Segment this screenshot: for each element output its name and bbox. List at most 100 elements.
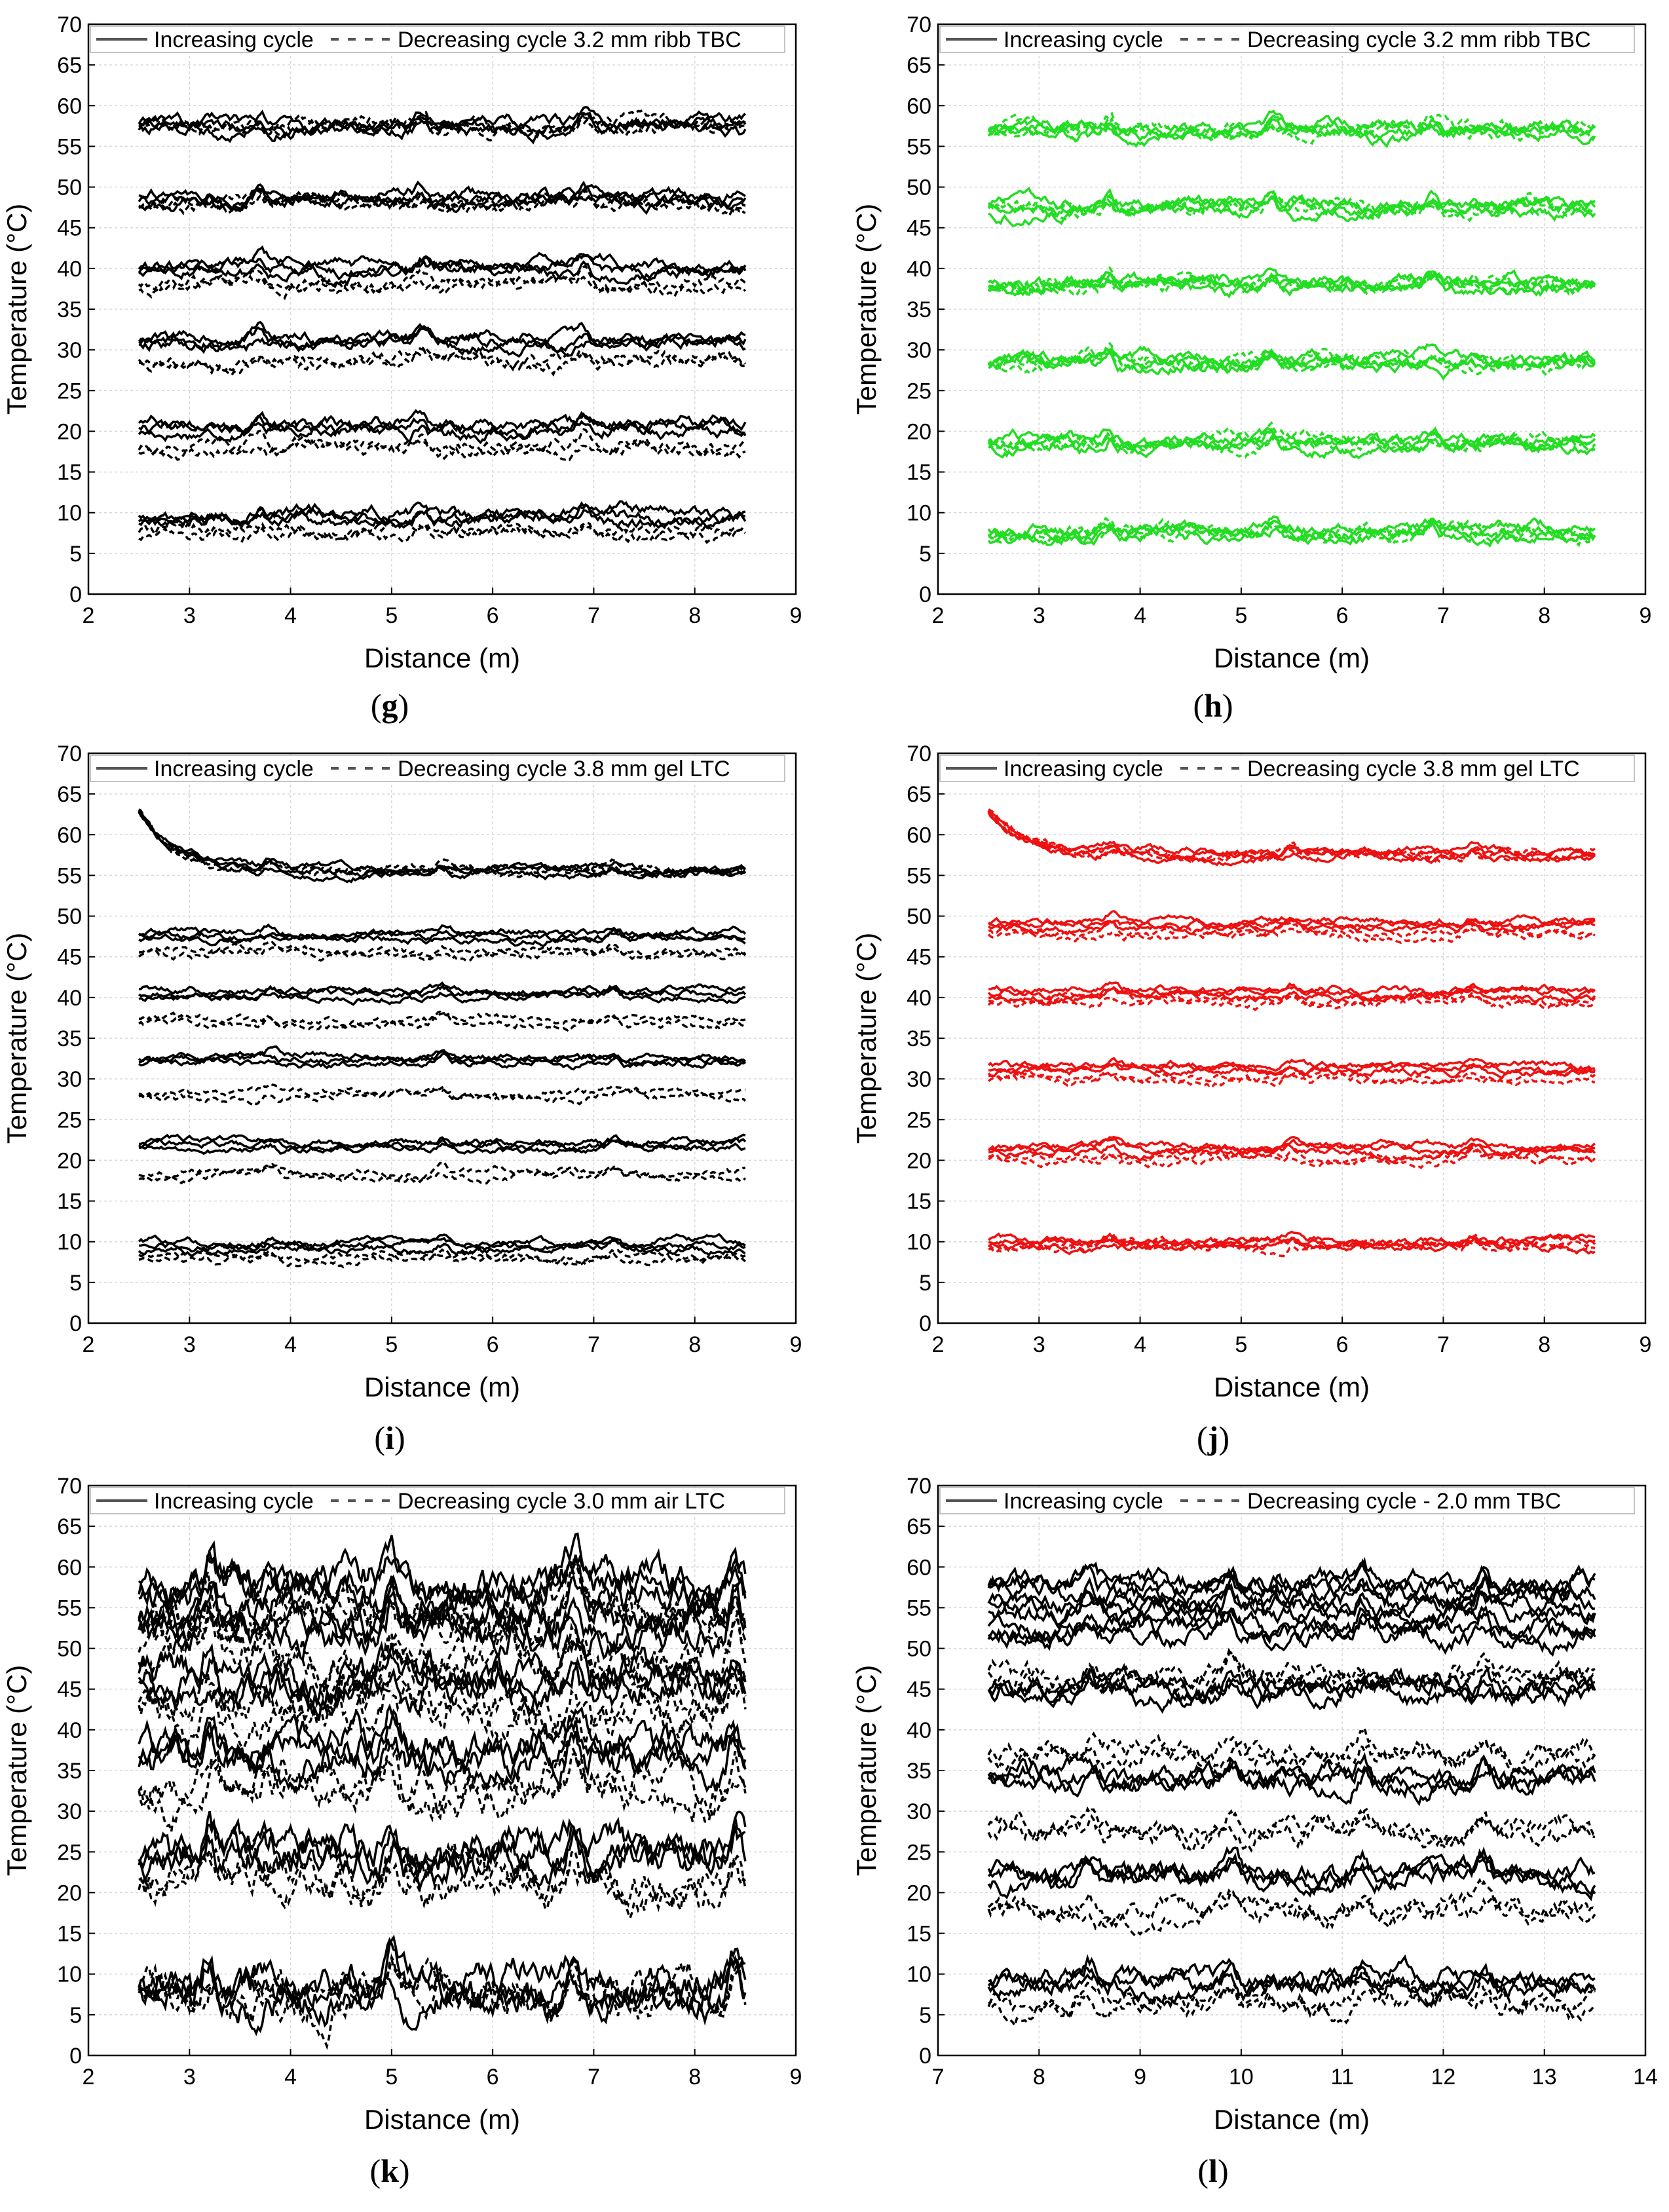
x-tick-label: 8 [1033,2065,1045,2090]
x-tick-label: 3 [183,1332,196,1357]
series-line-decreasing [138,1085,747,1106]
series-line-increasing [987,1668,1596,1710]
series-line-decreasing [138,115,746,141]
series-line-decreasing [987,810,1596,865]
legend-decreasing-label: Decreasing cycle 3.2 mm ribb TBC [398,28,741,52]
caption-i: (i) [374,1419,405,1456]
series-line-decreasing [138,1609,747,1692]
y-tick-label: 40 [57,257,82,282]
y-tick-label: 45 [57,216,82,241]
series-line-increasing [987,1669,1596,1714]
y-tick-label: 0 [919,1311,931,1336]
y-tick-label: 35 [907,297,931,322]
x-tick-label: 8 [688,1332,701,1357]
x-tick-label: 9 [1640,1332,1652,1357]
series-line-decreasing [987,421,1596,453]
y-tick-label: 70 [57,741,82,766]
y-tick-label: 60 [907,94,931,119]
y-tick-label: 20 [57,419,82,444]
legend: Increasing cycle Decreasing cycle 3.0 mm … [90,1487,785,1514]
series-line-increasing [138,984,747,1002]
series-line-increasing [988,1060,1596,1078]
y-axis-title: Temperature (°C) [851,204,882,415]
series-line-decreasing [988,352,1596,377]
y-tick-label: 25 [907,1840,931,1865]
x-axis-title: Distance (m) [1214,643,1370,673]
legend-box [90,1487,785,1514]
x-tick-label: 4 [1134,603,1146,628]
legend: Increasing cycle Decreasing cycle 3.8 mm … [939,755,1635,782]
x-tick-label: 2 [83,2065,95,2090]
series-line-increasing [138,1703,746,1794]
legend: Increasing cycle Decreasing cycle 3.2 mm … [90,26,785,53]
y-tick-label: 40 [907,257,931,282]
series-line-decreasing [988,1146,1596,1165]
series-line-decreasing [138,1011,746,1032]
y-tick-label: 30 [907,1799,931,1824]
y-tick-label: 15 [57,1922,82,1947]
series-line-increasing [988,981,1596,999]
series-line-decreasing [138,810,746,876]
y-tick-label: 30 [907,338,931,363]
series-line-increasing [138,180,747,213]
series-line-increasing [987,910,1596,929]
caption-g: (g) [370,687,409,724]
series-line-decreasing [988,808,1596,863]
x-tick-label: 6 [487,1332,499,1357]
x-tick-label: 2 [83,603,95,628]
series-line-decreasing [988,433,1596,459]
x-tick-label: 9 [790,603,802,628]
y-tick-label: 5 [919,2003,931,2028]
series-line-increasing [987,1752,1596,1794]
x-axis-title: Distance (m) [364,643,520,673]
series-line-increasing [138,986,746,1006]
series-line-decreasing [138,1953,747,2023]
legend-increasing-label: Increasing cycle [154,757,314,781]
chart-panel-l: 0 5 10 15 20 25 30 35 40 45 50 55 60 65 70 7 8 9 10 11 12 13 1… [851,1474,1658,2135]
x-tick-label: 4 [284,603,297,628]
y-tick-label: 45 [907,1678,931,1702]
y-axis-title: Temperature (°C) [1,204,32,415]
y-tick-label: 70 [907,741,931,766]
y-tick-label: 25 [907,1108,931,1133]
legend: Increasing cycle Decreasing cycle 3.2 mm … [939,26,1635,53]
series-line-decreasing [987,927,1596,945]
y-tick-label: 0 [69,1311,82,1336]
series-line-decreasing [138,428,747,457]
series-line-decreasing [138,941,746,958]
y-tick-label: 0 [69,2044,82,2069]
y-tick-label: 35 [57,297,82,322]
y-tick-label: 60 [57,1555,82,1580]
legend-decreasing-label: Decreasing cycle 3.0 mm air LTC [398,1489,725,1514]
y-tick-label: 25 [57,1840,82,1865]
series-line-decreasing [138,433,746,462]
series-line-increasing [987,1610,1596,1657]
y-axis-title: Temperature (°C) [851,933,882,1144]
x-tick-label: 6 [487,603,499,628]
series-line-decreasing [987,516,1596,548]
y-tick-label: 10 [57,501,82,526]
y-tick-label: 55 [907,1596,931,1621]
series-line-increasing [138,320,746,350]
y-tick-label: 0 [919,582,931,607]
y-tick-label: 30 [907,1067,931,1092]
x-tick-label: 2 [83,1332,95,1357]
series-line-decreasing [988,190,1596,218]
legend-increasing-label: Increasing cycle [1003,28,1163,52]
series-line-decreasing [987,992,1596,1011]
series-line-increasing [987,1577,1596,1620]
series-line-increasing [987,1961,1596,2009]
series-line-decreasing [138,1748,747,1832]
y-tick-label: 65 [57,1514,82,1539]
series-line-increasing [988,1954,1596,2000]
series-line-increasing [138,105,747,136]
series-line-decreasing [987,1651,1596,1695]
y-axis-title: Temperature (°C) [851,1665,882,1877]
caption-k: (k) [369,2152,410,2189]
y-tick-label: 15 [57,1190,82,1214]
y-tick-label: 60 [57,823,82,848]
series-line-increasing [987,346,1596,374]
y-tick-label: 35 [57,1759,82,1784]
